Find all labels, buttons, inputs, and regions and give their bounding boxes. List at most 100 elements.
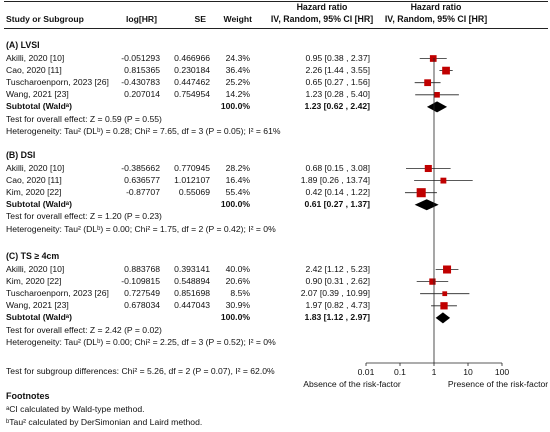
subtotal-diamond (435, 312, 451, 324)
study-hr-ci: 2.07 [0.39 , 10.99] (300, 288, 370, 299)
study-name: Akilli, 2020 [10] (6, 163, 65, 173)
study-loghr: 0.883768 (124, 264, 160, 274)
study-hr-ci: 0.90 [0.31 , 2.62] (305, 276, 370, 287)
study-se: 0.548894 (174, 276, 210, 287)
overall-effect-test: Test for overall effect: Z = 2.42 (P = 0… (6, 324, 162, 335)
subtotal-diamond (414, 199, 439, 211)
study-weight: 24.3% (225, 53, 250, 63)
study-loghr: 0.815365 (124, 65, 160, 76)
study-hr-ci: 2.26 [1.44 , 3.55] (305, 65, 370, 76)
x-axis-tick-label: 0.01 (358, 367, 375, 377)
header-top-rule (4, 1, 548, 2)
x-axis-tick-label: 100 (495, 367, 510, 377)
study-hr-ci: 1.97 [0.82 , 4.73] (305, 300, 370, 311)
study-weight: 40.0% (225, 264, 250, 274)
subtotal-label: Subtotal (Waldᵃ) (6, 101, 72, 112)
study-loghr: -0.385662 (121, 163, 160, 173)
study-weight: 25.2% (225, 77, 250, 88)
study-se: 0.230184 (174, 65, 210, 76)
x-axis-tick-label: 1 (432, 367, 437, 377)
study-weight: 30.9% (225, 300, 250, 311)
study-name: Tuscharoenporn, 2023 [26] (6, 288, 109, 299)
study-name: Akilli, 2020 [10] (6, 264, 65, 274)
study-se: 0.754954 (174, 89, 210, 100)
study-name: Akilli, 2020 [10] (6, 53, 65, 63)
x-axis-tick-label: 0.1 (394, 367, 406, 377)
heterogeneity-stat: Heterogeneity: Tau² (DLᵇ) = 0.00; Chi² =… (6, 223, 276, 234)
study-se: 0.447462 (174, 77, 210, 88)
plot-header-subtitle: IV, Random, 95% CI [HR] (384, 14, 488, 24)
heterogeneity-stat: Heterogeneity: Tau² (DLᵇ) = 0.28; Chi² =… (6, 125, 281, 136)
study-marker (440, 302, 448, 310)
study-weight: 16.4% (225, 175, 250, 186)
right-direction-label: Presence of the risk-factor (447, 379, 549, 389)
study-hr-ci: 1.23 [0.28 , 5.40] (305, 89, 370, 100)
study-name: Kim, 2020 [22] (6, 276, 62, 287)
study-loghr: -0.109815 (121, 276, 160, 287)
study-loghr: -0.430783 (121, 77, 160, 88)
study-name: Kim, 2020 [22] (6, 187, 62, 198)
study-name: Cao, 2020 [11] (6, 175, 62, 186)
overall-effect-test: Test for overall effect: Z = 1.20 (P = 0… (6, 211, 162, 222)
subtotal-hr-ci: 1.23 [0.62 , 2.42] (304, 101, 370, 112)
study-weight: 14.2% (225, 89, 250, 100)
study-marker (440, 177, 447, 184)
header-bottom-rule (4, 28, 548, 29)
study-weight: 20.6% (225, 276, 250, 287)
study-hr-ci: 1.89 [0.26 , 13.74] (300, 175, 370, 186)
study-marker (442, 291, 448, 297)
subtotal-weight: 100.0% (220, 312, 250, 323)
heterogeneity-stat: Heterogeneity: Tau² (DLᵇ) = 0.00; Chi² =… (6, 336, 276, 347)
study-loghr: 0.727549 (124, 288, 160, 299)
study-weight: 36.4% (225, 65, 250, 76)
study-loghr: -0.87707 (126, 187, 160, 198)
footnotes-title: Footnotes (6, 391, 50, 401)
study-se: 0.55069 (178, 187, 210, 198)
weight-column-header: Weight (223, 14, 252, 24)
study-marker (429, 278, 436, 285)
study-se: 1.012107 (174, 175, 210, 186)
study-hr-ci: 0.42 [0.14 , 1.22] (305, 187, 370, 198)
study-se: 0.447043 (174, 300, 210, 311)
x-axis-tick-label: 10 (463, 367, 473, 377)
se-column-header: SE (194, 14, 206, 24)
subtotal-hr-ci: 1.83 [1.12 , 2.97] (304, 312, 370, 323)
hr-header-title: Hazard ratio (296, 2, 348, 12)
loghr-column-header: log[HR] (125, 14, 157, 24)
study-weight: 8.5% (230, 288, 250, 299)
study-name: Tuscharoenporn, 2023 [26] (6, 77, 109, 88)
subgroup-difference-test: Test for subgroup differences: Chi² = 5.… (6, 366, 275, 376)
subtotal-hr-ci: 0.61 [0.27 , 1.37] (304, 199, 370, 210)
study-se: 0.851698 (174, 288, 210, 299)
study-marker (434, 92, 440, 98)
study-hr-ci: 0.95 [0.38 , 2.37] (305, 53, 370, 63)
group-title: (C) TS ≥ 4cm (6, 251, 60, 261)
study-marker (424, 79, 432, 87)
hr-header-subtitle: IV, Random, 95% CI [HR] (270, 14, 374, 24)
study-name: Wang, 2021 [23] (6, 89, 69, 100)
subtotal-label: Subtotal (Waldᵃ) (6, 312, 72, 323)
study-marker (424, 164, 432, 173)
study-marker (443, 265, 452, 274)
study-marker (416, 188, 426, 198)
study-name: Cao, 2020 [11] (6, 65, 62, 76)
study-weight: 55.4% (225, 187, 250, 198)
study-marker (442, 66, 450, 75)
subtotal-diamond (426, 101, 448, 113)
footnote-b: ᵇTau² calculated by DerSimonian and Lair… (6, 417, 203, 427)
plot-header-title: Hazard ratio (410, 2, 462, 12)
group-title: (A) LVSI (6, 40, 40, 50)
study-loghr: 0.678034 (124, 300, 160, 311)
footnote-a: ᵃCI calculated by Wald-type method. (6, 404, 145, 414)
study-se: 0.393141 (174, 264, 210, 274)
subtotal-weight: 100.0% (220, 199, 250, 210)
study-hr-ci: 2.42 [1.12 , 5.23] (305, 264, 370, 274)
study-name: Wang, 2021 [23] (6, 300, 69, 311)
study-se: 0.770945 (174, 163, 210, 173)
left-direction-label: Absence of the risk-factor (303, 379, 401, 389)
study-loghr: 0.636577 (124, 175, 160, 186)
study-se: 0.466966 (174, 53, 210, 63)
subtotal-weight: 100.0% (220, 101, 250, 112)
group-title: (B) DSI (6, 150, 36, 160)
